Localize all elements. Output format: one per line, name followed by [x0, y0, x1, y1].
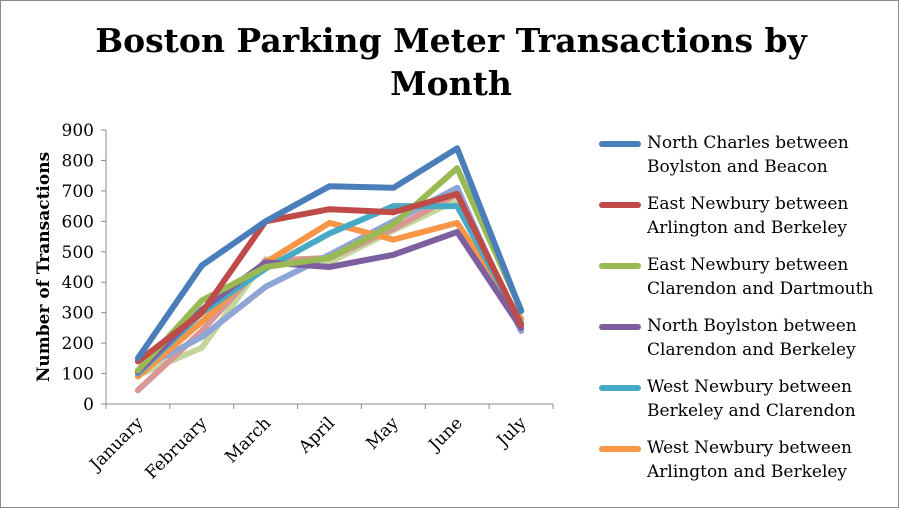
x-tick-label: February: [141, 413, 211, 483]
chart-title: Boston Parking Meter Transactions by Mon…: [95, 21, 807, 103]
y-tick-label: 200: [62, 334, 94, 354]
y-tick-label: 100: [62, 365, 94, 385]
x-tick-label: May: [362, 413, 403, 454]
legend-swatch: [599, 324, 641, 330]
y-tick-label: 400: [62, 273, 94, 293]
legend-swatch: [599, 202, 641, 208]
series-line: [134, 190, 525, 365]
legend-label: West Newbury between Arlington and Berke…: [647, 438, 852, 482]
x-tick-label: January: [85, 413, 148, 476]
x-tick-label: March: [221, 413, 275, 467]
legend-item: East Newbury between Arlington and Berke…: [599, 192, 897, 253]
series-line: [134, 145, 525, 362]
legend-label: East Newbury between Clarendon and Dartm…: [647, 255, 874, 299]
y-tick-label: 600: [62, 212, 94, 232]
x-tick-label: June: [424, 413, 467, 456]
series-line: [134, 165, 525, 374]
y-axis-label: Number of Transactions: [34, 152, 54, 382]
legend-swatch: [599, 385, 641, 391]
legend-label: North Charles between Boylston and Beaco…: [647, 133, 849, 177]
x-tick-label: April: [294, 413, 339, 458]
legend-label: East Newbury between Arlington and Berke…: [647, 194, 849, 238]
x-tick-label: July: [492, 413, 531, 452]
y-tick-label: 0: [83, 395, 94, 415]
legend-item: West Newbury between Berkeley and Claren…: [599, 375, 897, 436]
legend-item: North Boylston between Clarendon and Ber…: [599, 314, 897, 375]
axes: [101, 129, 554, 409]
legend-label: North Boylston between Clarendon and Ber…: [647, 316, 857, 360]
legend-swatch: [599, 446, 641, 452]
y-tick-label: 700: [62, 182, 94, 202]
series-lines: [134, 145, 525, 394]
legend-item: North Charles between Boylston and Beaco…: [599, 131, 897, 192]
legend-label: West Newbury between Berkeley and Claren…: [647, 377, 856, 421]
y-tick-label: 300: [62, 304, 94, 324]
legend-item: West Newbury between Arlington and Berke…: [599, 436, 897, 497]
y-tick-label: 900: [62, 121, 94, 141]
legend: North Charles between Boylston and Beaco…: [599, 131, 897, 497]
y-tick-label: 500: [62, 243, 94, 263]
legend-item: East Newbury between Clarendon and Dartm…: [599, 253, 897, 314]
y-tick-label: 800: [62, 151, 94, 171]
legend-swatch: [599, 263, 641, 269]
legend-swatch: [599, 141, 641, 147]
series-line: [134, 219, 525, 380]
